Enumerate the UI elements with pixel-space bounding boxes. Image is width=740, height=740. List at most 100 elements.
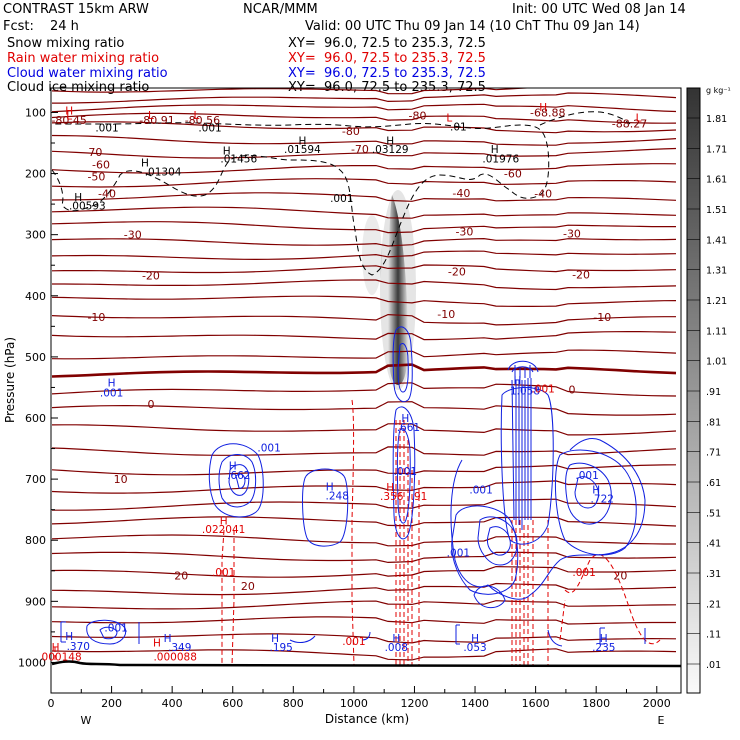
isotherm-line: [51, 192, 677, 202]
isotherm-label: -40: [452, 187, 470, 200]
field-rain-name: Rain water mixing ratio: [7, 51, 160, 66]
x-tick-label: 1200: [400, 697, 428, 710]
isotherm-label: -68.88: [530, 106, 565, 119]
field-extremum-label: H: [65, 631, 73, 643]
colorbar-label: 1.21: [706, 296, 727, 307]
field-extremum-label: .001: [104, 623, 127, 635]
field-extremum-label: .008: [385, 642, 408, 654]
y-tick-label: 400: [25, 290, 46, 303]
colorbar-label: 1.01: [706, 357, 727, 368]
field-extremum-label: H: [401, 413, 409, 425]
x-tick-label: 1800: [582, 697, 610, 710]
field-extremum-label: H: [271, 633, 279, 645]
colorbar-label: 1.71: [706, 144, 727, 155]
isotherm-label: -80: [342, 125, 360, 138]
isotherm-label: -80.56: [185, 114, 220, 127]
center-title: NCAR/MMM: [243, 2, 318, 17]
colorbar: [686, 87, 701, 694]
field-rain-xy: XY= 96.0, 72.5 to 235.3, 72.5: [288, 51, 486, 66]
isotherm-line: [51, 134, 677, 146]
x-tick-label: 1000: [340, 697, 368, 710]
y-tick-label: 700: [25, 473, 46, 486]
isotherm-line: [51, 313, 676, 326]
field-extremum-label: H: [600, 633, 608, 645]
isotherm-line: [51, 616, 676, 625]
field-extremum-label: .053: [463, 642, 486, 654]
field-extremum-label: L: [446, 112, 452, 124]
field-extremum-label: .722: [591, 494, 614, 506]
isotherm-label: -30: [455, 226, 473, 239]
field-extremum-label: H: [513, 375, 521, 387]
y-tick-label: 200: [25, 168, 46, 181]
isotherm-line: [51, 363, 677, 378]
field-extremum-label: .001: [447, 547, 470, 559]
field-extremum-label: H: [386, 482, 394, 494]
isotherm-line: [51, 295, 677, 307]
isotherm-line: [51, 112, 677, 124]
isotherm-label: -20: [142, 270, 160, 283]
y-axis-ticks: 100 200 300 400 500 600 700 800 900 1000: [18, 106, 58, 694]
field-extremum-label: 1.058: [510, 386, 540, 398]
field-extremum-label: .356: [380, 491, 404, 503]
isotherm-line: [51, 516, 677, 527]
isotherm-line: [51, 480, 677, 494]
field-extremum-label: L: [193, 110, 199, 122]
isotherm-line: [51, 423, 677, 436]
x-tick-label: 1600: [522, 697, 550, 710]
field-extremum-label: .248: [326, 491, 349, 503]
field-extremum-label: H: [223, 145, 231, 157]
field-extremum-label: L: [636, 112, 642, 124]
field-extremum-label: .01594: [284, 144, 321, 156]
isotherm-line: [51, 178, 677, 188]
x-axis-ticks: 0 200 400 600 800 1000 1200 1400 1600 1800 2000: [48, 686, 671, 710]
isotherm-label: 20: [241, 580, 255, 593]
colorbar-label: 1.61: [706, 175, 727, 186]
field-extremum-label: H: [220, 516, 228, 528]
field-extremum-label: .195: [269, 642, 292, 654]
colorbar-label: .21: [706, 599, 721, 610]
field-extremum-label: H: [164, 633, 172, 645]
field-extremum-label: .03129: [372, 144, 409, 156]
field-extremum-label: .00593: [69, 200, 106, 212]
isotherm-label: 10: [114, 473, 128, 486]
isotherm-line: [51, 147, 677, 159]
x-tick-label: 600: [222, 697, 243, 710]
field-extremum-label: 000148: [42, 651, 82, 663]
field-extremum-label: H: [539, 102, 547, 114]
rain-contours: [54, 399, 661, 666]
colorbar-label: .71: [706, 448, 721, 459]
colorbar-label: 1.31: [706, 266, 727, 277]
isotherm-label: 20: [174, 570, 188, 583]
colorbar-label: 1.81: [706, 114, 727, 125]
colorbar-label: 1.51: [706, 205, 727, 216]
isotherm-line: [51, 600, 677, 610]
field-cloudice-xy: XY= 96.0, 72.5 to 235.3, 72.5: [288, 80, 486, 95]
isotherm-label: -80: [409, 110, 427, 123]
isotherm-label: -70: [351, 143, 369, 156]
isotherm-label: 0: [568, 383, 575, 396]
isotherm-label: -10: [87, 311, 105, 324]
isotherm-label: -40: [98, 188, 116, 201]
isotherm-label: -70: [84, 146, 102, 159]
field-extremum-label: .661: [397, 422, 420, 434]
isotherm-label: -50: [87, 171, 105, 184]
colorbar-label: .81: [706, 417, 721, 428]
east-label: E: [658, 714, 665, 727]
isotherm-label: -40: [534, 188, 552, 201]
isotherm-line: [51, 464, 677, 476]
isotherm-line: [51, 264, 677, 274]
isotherm-line: [51, 382, 677, 397]
isotherm-line: [52, 498, 677, 511]
colorbar-label: 1.11: [706, 326, 727, 337]
colorbar-label: .01: [706, 660, 721, 671]
field-extremum-label: H: [65, 106, 73, 118]
field-extremum-label: .001: [342, 636, 365, 648]
field-extremum-label: H: [326, 481, 334, 493]
x-tick-label: 800: [283, 697, 304, 710]
isotherm-label: -20: [448, 265, 466, 278]
field-extremum-label: H: [386, 136, 394, 148]
field-extremum-label: L: [148, 110, 154, 122]
field-extremum-label: H: [52, 642, 60, 654]
isotherm-label: 20: [613, 570, 627, 583]
